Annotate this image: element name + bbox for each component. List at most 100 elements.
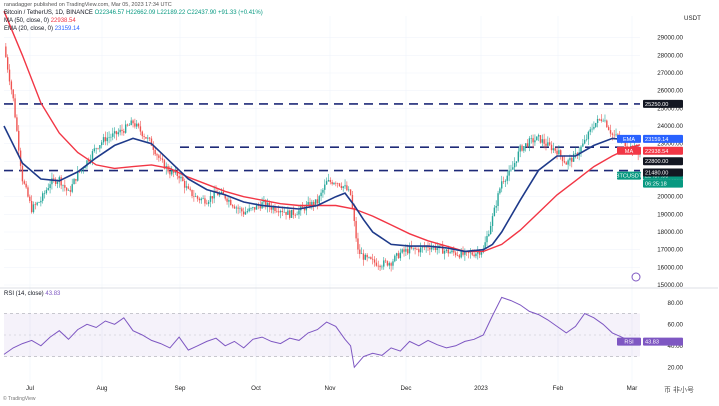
rsi-tick-label: 80.00: [668, 300, 684, 307]
candle-body: [349, 189, 352, 196]
candle-body: [259, 205, 261, 209]
countdown-tag-text: 06:25:18: [645, 182, 667, 188]
candle-body: [513, 163, 516, 168]
candle-body: [71, 184, 73, 192]
ma-legend-value: 22938.54: [50, 18, 76, 24]
candle-body: [189, 188, 191, 190]
candle-body: [193, 196, 195, 197]
candle-body: [486, 235, 488, 243]
rsi-value-tag-text: 43.83: [645, 340, 659, 346]
candle-body: [604, 120, 606, 122]
candle-body: [283, 211, 285, 213]
candle-body: [338, 183, 341, 186]
time-tick-label: Dec: [400, 385, 411, 392]
candle-body: [53, 178, 55, 180]
candle-body: [427, 246, 429, 248]
time-axis[interactable]: Jul Aug Sep Oct Nov Dec 2023 Feb Mar: [26, 385, 637, 392]
candle-body: [491, 216, 494, 227]
ema-legend-value: 23159.14: [54, 26, 80, 32]
ma-legend-label: MA (50, close, 0): [4, 18, 50, 24]
candle-body: [207, 201, 210, 204]
rsi-name-label-text: RSI: [624, 340, 634, 346]
candle-body: [206, 203, 208, 205]
candle-body: [611, 133, 614, 135]
candle-body: [477, 251, 479, 254]
rsi-axis[interactable]: 80.00 60.00 40.00 20.00: [668, 300, 684, 372]
candle-body: [75, 179, 77, 181]
candle-body: [368, 257, 370, 258]
candle-body: [213, 190, 215, 199]
price-tick-label: 29000.00: [657, 35, 683, 42]
candle-body: [571, 157, 573, 162]
candle-body: [99, 145, 101, 149]
candle-body: [595, 122, 597, 127]
candle-body: [141, 131, 143, 137]
candle-body: [567, 160, 569, 165]
candle-body: [440, 245, 442, 247]
level-21480-tag-bg: [643, 168, 683, 177]
candle-body: [289, 210, 291, 218]
candle-body: [27, 187, 29, 197]
candle-body: [126, 124, 129, 126]
candle-body: [191, 189, 193, 197]
candle-body: [375, 262, 378, 266]
candle-body: [583, 139, 586, 144]
candle-body: [458, 255, 461, 258]
candle-body: [10, 81, 13, 90]
countdown-tag-bg: [643, 179, 683, 188]
price-tags: 25250.00 23159.14 22938.54 22800.00 22437.90…: [616, 99, 683, 346]
candle-body: [530, 138, 532, 139]
candle-body: [211, 196, 214, 199]
candle-body: [158, 155, 160, 158]
candles: [5, 43, 641, 272]
candle-body: [202, 198, 204, 199]
candle-body: [97, 148, 99, 149]
candle-body: [298, 210, 300, 215]
candle-body: [379, 265, 381, 268]
candle-body: [233, 206, 236, 209]
candle-body: [471, 252, 473, 255]
candle-body: [121, 129, 123, 132]
candle-body: [42, 193, 44, 201]
ohlc-values: O22346.57 H22662.09 L22189.22 C22437.90 …: [94, 10, 263, 16]
candle-body: [534, 140, 536, 143]
candle-body: [314, 199, 317, 206]
candle-body: [58, 177, 61, 182]
candle-body: [556, 150, 558, 155]
ma-name-label-text: MA: [625, 149, 634, 155]
candle-body: [580, 146, 582, 153]
candle-body: [335, 183, 337, 184]
rsi-legend: RSI (14, close) 43.83: [4, 290, 60, 298]
ema-tag-bg: [643, 134, 683, 143]
tradingview-logo: © TradingView: [3, 396, 36, 402]
candle-body: [311, 201, 313, 208]
candle-body: [112, 133, 114, 137]
price-tick-label: 26000.00: [657, 88, 683, 95]
candle-body: [502, 181, 505, 182]
level-25250-tag-text: 25250.00: [645, 102, 668, 108]
candle-body: [436, 248, 438, 250]
author-line: ranadagger published on TradingView.com,…: [4, 2, 172, 8]
candle-body: [342, 186, 344, 189]
ma-tag-bg: [643, 146, 683, 155]
candle-body: [23, 181, 25, 184]
candle-body: [536, 136, 538, 141]
candle-body: [499, 188, 501, 194]
candle-body: [266, 202, 269, 208]
candle-body: [425, 246, 427, 248]
price-tick-label: 27000.00: [657, 70, 683, 77]
candle-body: [600, 119, 602, 121]
candle-body: [346, 185, 348, 191]
event-icon[interactable]: [631, 272, 641, 282]
candle-body: [449, 252, 451, 254]
candle-body: [270, 207, 273, 210]
candle-body: [377, 265, 379, 267]
candle-body: [152, 145, 155, 150]
candle-body: [272, 206, 274, 210]
candle-body: [353, 208, 355, 222]
candle-body: [281, 210, 284, 213]
candle-body: [371, 258, 374, 260]
candle-body: [241, 208, 243, 212]
candle-body: [521, 145, 523, 151]
